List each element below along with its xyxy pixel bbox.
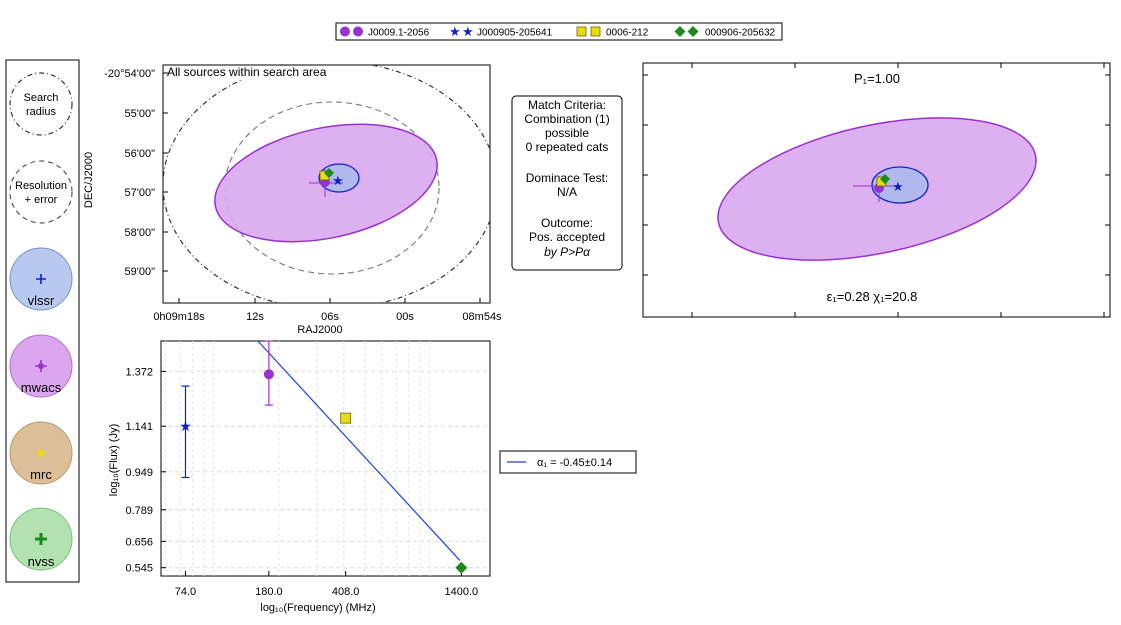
x-tick-label: 06s	[321, 311, 339, 323]
match-line: Pos. accepted	[529, 230, 605, 244]
green-diamond-icon	[674, 26, 686, 37]
spectrum-plot-frame	[160, 340, 491, 577]
dot-icon	[37, 449, 45, 457]
legend-entry-star: ★ ★ J000905-205641	[449, 24, 553, 39]
plot-title-bg	[164, 66, 350, 80]
spectrum-ticks: 74.0 180.0 408.0 1400.0 0.545 0.656 0.789 0.949…	[125, 366, 478, 598]
y-tick-label: 58'00"	[125, 227, 156, 239]
y-tick-label: 59'00"	[125, 266, 156, 278]
yellow-square-icon	[576, 26, 587, 37]
search-radius-key: Search radius	[9, 72, 73, 136]
y-tick-label: 0.656	[125, 536, 153, 548]
match-line: N/A	[557, 185, 577, 199]
zoom-ticks	[643, 63, 1110, 317]
blue-star-icon: ★	[449, 24, 461, 39]
x-tick-label: 1400.0	[445, 586, 479, 598]
legend-entry-circle: J0009.1-2056	[340, 26, 430, 39]
purple-circle-icon	[340, 26, 350, 37]
resolution-error-key: Resolution + error	[9, 160, 73, 224]
green-diamond-icon	[687, 26, 699, 37]
cross-icon	[35, 533, 47, 545]
nvss-point	[455, 561, 468, 574]
cross-icon	[36, 274, 46, 284]
dashed-circle-icon	[9, 160, 73, 224]
sky-x-axis-label: RAJ2000	[297, 324, 342, 336]
y-tick-label: 57'00"	[125, 187, 156, 199]
legend-label: J000905-205641	[477, 28, 553, 39]
match-criteria-box: Match Criteria: Combination (1) possible…	[511, 95, 623, 271]
match-line: Combination (1)	[524, 112, 609, 126]
vlssr-key: vlssr	[9, 247, 73, 311]
spectrum-grid	[161, 341, 490, 576]
blue-star-icon: ★	[462, 24, 474, 39]
spectrum-marks: ★	[179, 340, 468, 574]
x-tick-label: 180.0	[255, 586, 283, 598]
key-label: nvss	[28, 554, 55, 569]
key-label: Search	[24, 92, 59, 104]
match-line: by P>Pα	[544, 245, 591, 259]
y-tick-label: 55'00"	[125, 108, 156, 120]
key-label: + error	[25, 194, 58, 206]
x-tick-label: 12s	[246, 311, 264, 323]
nvss-marker	[880, 174, 890, 184]
key-panel: Search radius Resolution + error vlssr m…	[5, 59, 80, 583]
y-tick-label: 1.372	[125, 366, 153, 378]
mrc-point	[340, 412, 352, 424]
key-label: radius	[26, 106, 56, 118]
vlssr-marker: ★	[332, 173, 344, 188]
match-line: Dominace Test:	[526, 171, 608, 185]
mwacs-key: mwacs	[9, 334, 73, 398]
sky-plot: ★ All sources within search area -20°54'…	[83, 64, 502, 336]
x-tick-label: 0h09m18s	[153, 311, 205, 323]
x-tick-label: 00s	[396, 311, 414, 323]
y-tick-label: -20°54'00"	[104, 68, 155, 80]
y-tick-label: 1.141	[125, 421, 153, 433]
top-legend: J0009.1-2056 ★ ★ J000905-205641 0006-212…	[335, 22, 783, 41]
zoom-plot: ★ P₁=1.00 ε₁=0.28 χ₁=20.8	[642, 62, 1111, 318]
legend-entry-square: 0006-212	[576, 26, 649, 39]
key-label: vlssr	[28, 293, 55, 308]
spectrum-x-axis-label: log₁₀(Frequency) (MHz)	[260, 602, 375, 614]
zoom-annotation: ε₁=0.28 χ₁=20.8	[827, 289, 918, 304]
fit-legend: α₁ = -0.45±0.14	[499, 450, 637, 474]
nvss-marker	[324, 168, 334, 178]
sky-y-ticks	[163, 72, 168, 272]
yellow-square-icon	[590, 26, 601, 37]
y-tick-label: 0.545	[125, 563, 153, 575]
nvss-key: nvss	[9, 507, 73, 571]
vlssr-point: ★	[179, 418, 192, 434]
match-line: Outcome:	[541, 216, 593, 230]
legend-label: J0009.1-2056	[368, 28, 430, 39]
fit-line	[257, 340, 461, 561]
mwacs-point	[263, 369, 274, 380]
legend-label: 0006-212	[606, 28, 649, 39]
spectrum-y-axis-label: log₁₀(Flux) (Jy)	[108, 424, 120, 496]
sky-x-ticks	[178, 298, 481, 303]
x-tick-label: 08m54s	[462, 311, 502, 323]
match-line: 0 repeated cats	[526, 140, 609, 154]
x-tick-label: 408.0	[332, 586, 360, 598]
sky-y-axis-label: DEC/J2000	[83, 152, 95, 208]
legend-label: 000906-205632	[705, 28, 776, 39]
legend-entry-diamond: 000906-205632	[674, 26, 776, 39]
y-tick-label: 56'00"	[125, 148, 156, 160]
match-line: Match Criteria:	[528, 98, 606, 112]
purple-circle-icon	[353, 26, 363, 37]
sky-plot-title: All sources within search area	[167, 65, 327, 79]
dashdot-circle-icon	[9, 72, 73, 136]
spectrum-plot: 74.0 180.0 408.0 1400.0 0.545 0.656 0.789 0.949…	[108, 340, 491, 614]
vlssr-marker: ★	[892, 179, 904, 194]
match-line: possible	[545, 126, 589, 140]
key-label: mrc	[30, 467, 52, 482]
x-tick-label: 74.0	[175, 586, 196, 598]
y-tick-label: 0.789	[125, 505, 153, 517]
zoom-plot-title: P₁=1.00	[854, 71, 900, 86]
fit-legend-label: α₁ = -0.45±0.14	[537, 457, 612, 469]
key-label: mwacs	[21, 380, 62, 395]
dot-icon	[38, 363, 44, 369]
mrc-key: mrc	[9, 421, 73, 485]
y-tick-label: 0.949	[125, 467, 153, 479]
key-label: Resolution	[15, 180, 67, 192]
